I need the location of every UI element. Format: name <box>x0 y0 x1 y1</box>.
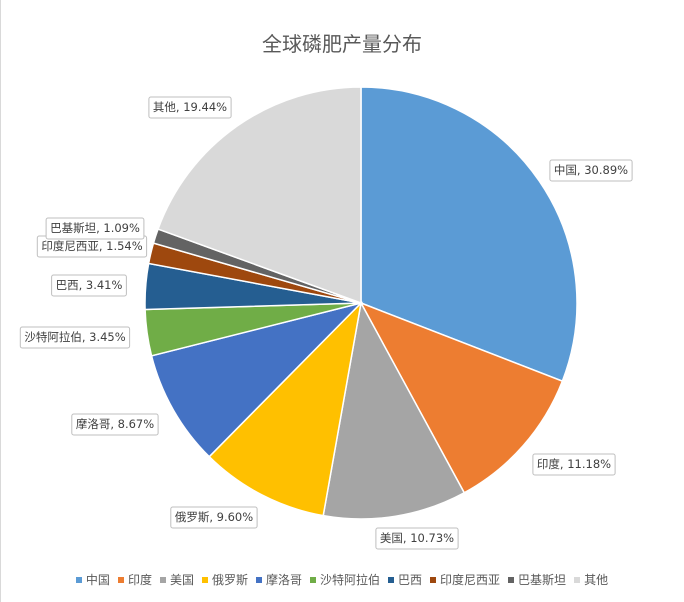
legend-swatch <box>310 576 316 583</box>
legend-label: 摩洛哥 <box>265 573 302 587</box>
data-label-text: 沙特阿拉伯, 3.45% <box>24 330 125 344</box>
data-label-box <box>532 453 616 476</box>
pie-slice-2 <box>359 301 564 494</box>
data-label-box <box>45 217 145 240</box>
data-label-box <box>71 413 159 436</box>
data-label-9: 巴基斯坦, 1.09% <box>45 217 145 240</box>
pie-slice-4 <box>208 300 363 517</box>
legend-label: 其他 <box>584 573 609 587</box>
data-label-box <box>19 326 131 349</box>
data-label-6: 沙特阿拉伯, 3.45% <box>19 326 131 349</box>
data-label-text: 其他, 19.44% <box>153 100 227 114</box>
legend-item-1: 中国 <box>75 571 110 588</box>
data-label-text: 俄罗斯, 9.60% <box>175 510 253 524</box>
legend-label: 印度尼西亚 <box>440 573 501 587</box>
data-label-text: 印度, 11.18% <box>537 457 611 471</box>
legend: 中国 印度 美国 俄罗斯 摩洛哥 沙特阿拉伯 巴西 印度尼西亚 巴基斯坦 其他 <box>0 571 684 588</box>
pie-slice-3 <box>322 300 466 520</box>
legend-item-3: 美国 <box>159 571 194 588</box>
pie-slices <box>144 86 578 520</box>
legend-swatch <box>159 576 166 583</box>
legend-swatch <box>117 576 124 583</box>
legend-swatch <box>430 576 437 583</box>
legend-label: 巴西 <box>398 573 423 587</box>
legend-label: 俄罗斯 <box>211 573 248 587</box>
pie-slice-5 <box>150 301 364 458</box>
legend-label: 中国 <box>85 573 110 587</box>
legend-item-4: 俄罗斯 <box>201 571 248 588</box>
data-label-2: 印度, 11.18% <box>532 453 616 476</box>
legend-item-10: 其他 <box>574 571 608 588</box>
data-label-text: 美国, 10.73% <box>380 531 454 545</box>
data-labels: 中国, 30.89% 印度, 11.18% 美国, 10.73% 俄罗斯, 9.60%… <box>19 96 633 550</box>
legend-swatch <box>75 576 82 583</box>
legend-swatch <box>388 576 395 583</box>
chart-title: 全球磷肥产量分布 <box>262 32 422 56</box>
data-label-1: 中国, 30.89% <box>549 159 633 182</box>
legend-item-5: 摩洛哥 <box>255 571 302 588</box>
legend-label: 美国 <box>169 573 194 587</box>
pie-slice-1 <box>360 86 578 383</box>
data-label-10: 其他, 19.44% <box>148 96 232 119</box>
legend-label: 沙特阿拉伯 <box>320 573 381 587</box>
data-label-box <box>51 274 127 297</box>
legend-label: 印度 <box>127 573 152 587</box>
data-label-box <box>148 96 232 119</box>
legend-swatch <box>574 576 581 583</box>
data-label-4: 俄罗斯, 9.60% <box>170 506 258 529</box>
legend-label: 巴基斯坦 <box>518 573 567 587</box>
legend-item-9: 巴基斯坦 <box>508 571 566 588</box>
legend-swatch <box>255 576 262 583</box>
legend-item-7: 巴西 <box>388 571 422 588</box>
data-label-text: 巴西, 3.41% <box>56 278 123 292</box>
legend-item-6: 沙特阿拉伯 <box>310 571 380 588</box>
data-label-text: 印度尼西亚, 1.54% <box>41 239 142 253</box>
data-label-5: 摩洛哥, 8.67% <box>71 413 159 436</box>
data-label-box <box>170 506 258 529</box>
legend-swatch <box>201 576 208 583</box>
pie-slice-10 <box>157 86 362 305</box>
data-label-text: 巴基斯坦, 1.09% <box>50 221 140 235</box>
data-label-box <box>549 159 633 182</box>
data-label-text: 中国, 30.89% <box>554 163 628 177</box>
legend-item-2: 印度 <box>117 571 152 588</box>
legend-item-8: 印度尼西亚 <box>430 571 500 588</box>
data-label-7: 巴西, 3.41% <box>51 274 127 297</box>
legend-swatch <box>508 576 515 583</box>
data-label-box <box>375 527 459 550</box>
data-label-text: 摩洛哥, 8.67% <box>76 417 154 431</box>
data-label-3: 美国, 10.73% <box>375 527 459 550</box>
